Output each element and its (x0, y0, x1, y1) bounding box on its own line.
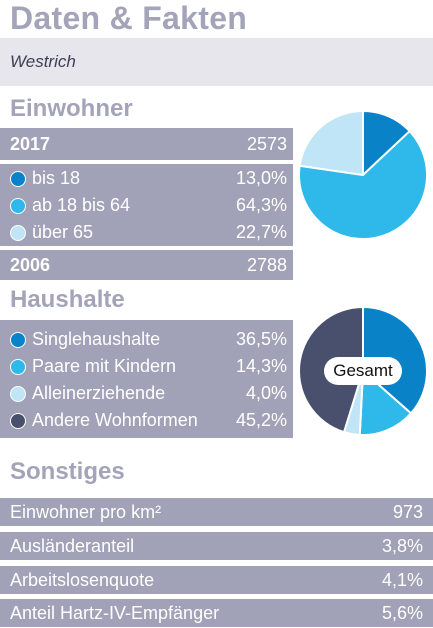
legend-value: 36,5% (235, 329, 287, 349)
section-heading-haushalte: Haushalte (10, 286, 125, 313)
legend-dot-icon (10, 198, 26, 214)
stat-label: Anteil Hartz-IV-Empfänger (10, 603, 220, 623)
page-title: Daten & Fakten (10, 0, 248, 36)
legend-dot-icon (10, 171, 26, 187)
stat-row: Arbeitslosenquote 4,1% (0, 566, 433, 594)
einwohner-panel: 2017 2573 bis 18 13,0% ab 18 bis 64 64,3… (0, 128, 293, 246)
stat-row: Anteil Hartz-IV-Empfänger 5,6% (0, 599, 433, 627)
einwohner-prev-row: 2006 2788 (10, 252, 293, 278)
einwohner-prev-label: 2006 (10, 255, 51, 275)
pie-slice-paare-mit-kindern (358, 368, 413, 436)
legend-dot-icon (10, 359, 26, 375)
legend-dot-icon (10, 413, 26, 429)
haushalte-pie-chart: Gesamt (296, 304, 430, 443)
pie-center-label: Gesamt (324, 357, 402, 385)
stat-value: 973 (392, 502, 423, 522)
legend-item: Paare mit Kindern 14,3% (10, 353, 293, 379)
legend-label: ab 18 bis 64 (32, 195, 131, 215)
legend-item: Alleinerziehende 4,0% (10, 380, 293, 406)
stat-value: 5,6% (381, 603, 423, 623)
legend-item: über 65 22,7% (10, 219, 293, 245)
legend-value: 4,0% (245, 383, 287, 403)
einwohner-year-row: 2017 2573 (10, 131, 293, 157)
legend-label: über 65 (32, 222, 94, 242)
legend-dot-icon (10, 386, 26, 402)
stat-value: 3,8% (381, 536, 423, 556)
einwohner-pie-chart (296, 108, 430, 247)
legend-item: Andere Wohnformen 45,2% (10, 407, 293, 433)
stat-row: Ausländeranteil 3,8% (0, 532, 433, 560)
legend-value: 14,3% (235, 356, 287, 376)
einwohner-prev-value: 2788 (246, 255, 287, 275)
einwohner-year-label: 2017 (10, 134, 51, 154)
section-heading-einwohner: Einwohner (10, 95, 133, 122)
legend-label: Paare mit Kindern (32, 356, 177, 376)
haushalte-panel: Singlehaushalte 36,5% Paare mit Kindern … (0, 320, 293, 438)
legend-label: Alleinerziehende (32, 383, 166, 403)
legend-dot-icon (10, 332, 26, 348)
legend-value: 13,0% (235, 168, 287, 188)
pie-slice-ab-18-bis-64 (298, 129, 428, 240)
legend-value: 64,3% (235, 195, 287, 215)
haushalte-pie-svg (298, 305, 428, 436)
pie-slice-über-65 (298, 109, 364, 177)
legend-label: Singlehaushalte (32, 329, 161, 349)
legend-dot-icon (10, 225, 26, 241)
section-heading-sonstiges: Sonstiges (10, 458, 125, 485)
legend-value: 22,7% (235, 222, 287, 242)
einwohner-year-value: 2573 (246, 134, 287, 154)
stat-label: Einwohner pro km² (10, 502, 162, 522)
stat-value: 4,1% (381, 570, 423, 590)
legend-item: bis 18 13,0% (10, 165, 293, 191)
divider (0, 160, 293, 164)
legend-label: Andere Wohnformen (32, 410, 198, 430)
einwohner-pie-svg (298, 109, 428, 240)
legend-item: Singlehaushalte 36,5% (10, 326, 293, 352)
location-name: Westrich (10, 52, 76, 71)
einwohner-prev-panel: 2006 2788 (0, 250, 293, 280)
subtitle-bar: Westrich (0, 38, 433, 86)
legend-label: bis 18 (32, 168, 81, 188)
legend-value: 45,2% (235, 410, 287, 430)
stat-label: Arbeitslosenquote (10, 570, 155, 590)
legend-item: ab 18 bis 64 64,3% (10, 192, 293, 218)
stat-label: Ausländeranteil (10, 536, 135, 556)
stat-row: Einwohner pro km² 973 (0, 498, 433, 526)
